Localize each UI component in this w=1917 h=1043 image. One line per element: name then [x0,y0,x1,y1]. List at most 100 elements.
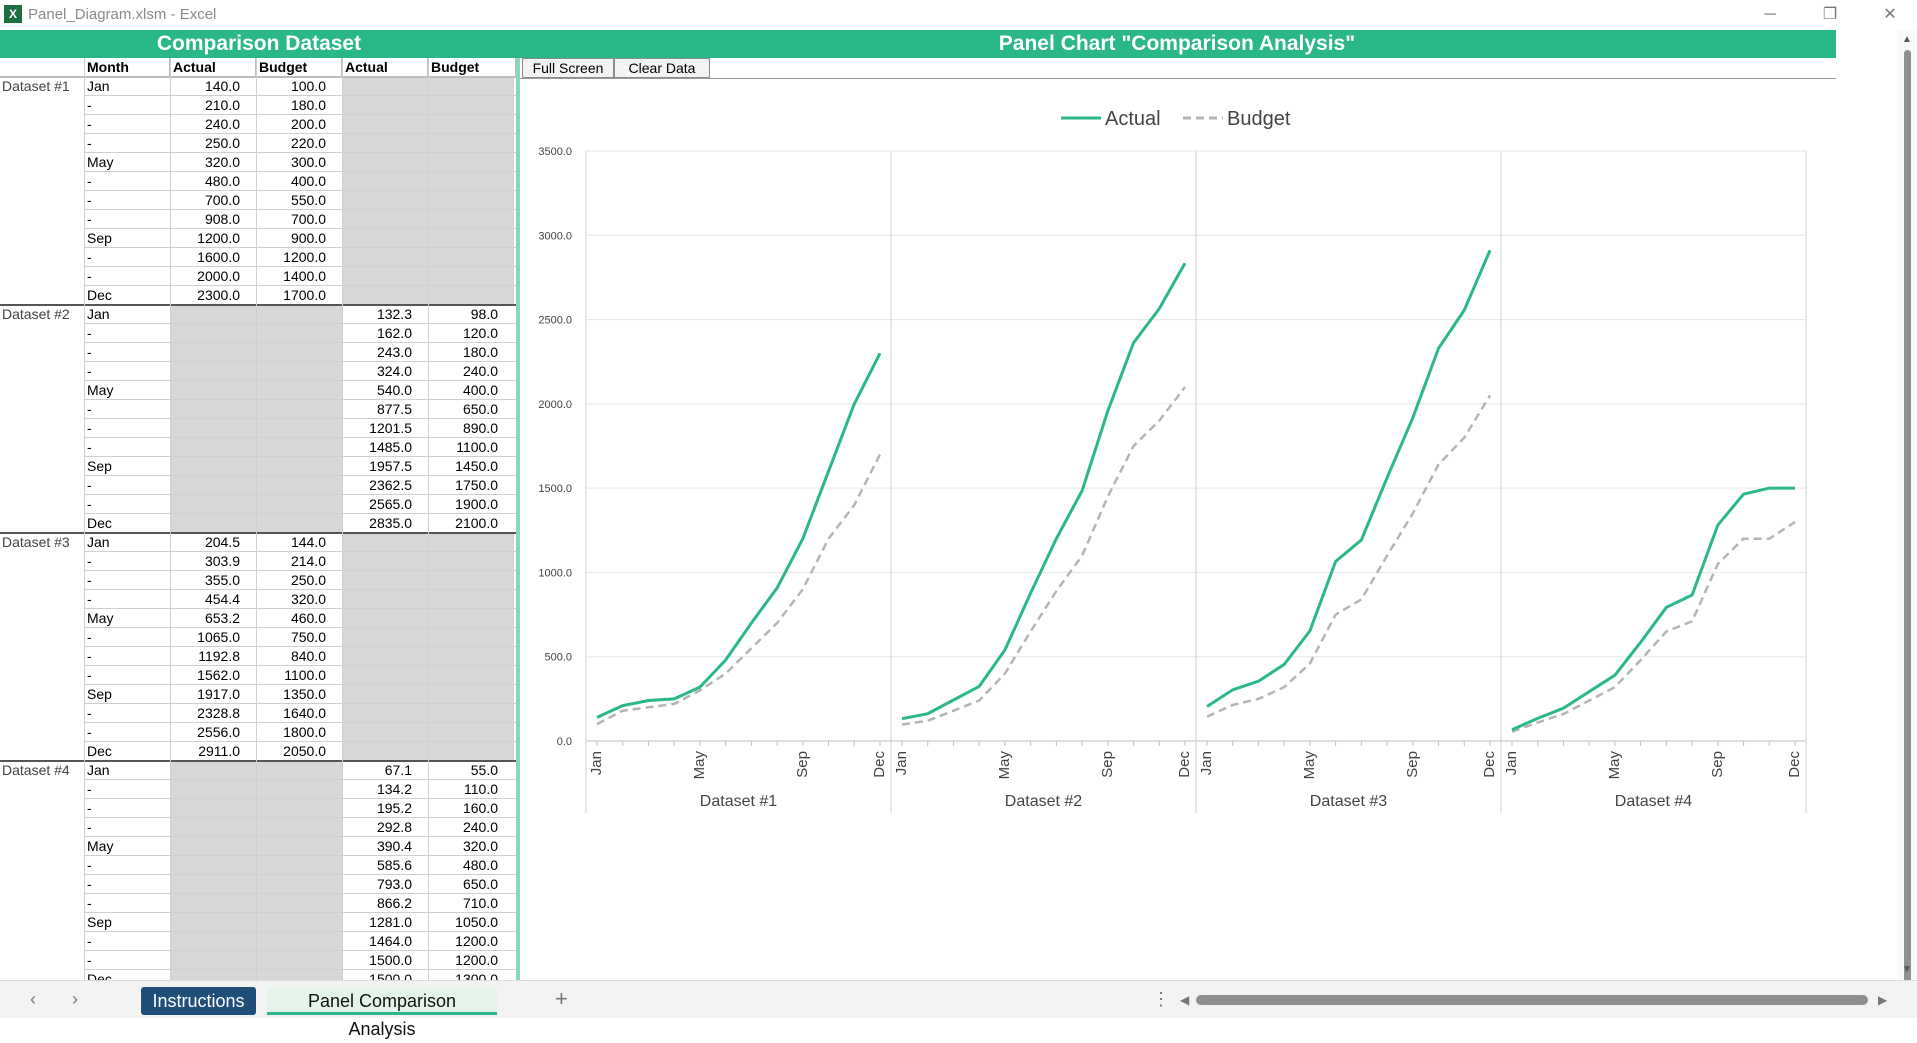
month-cell[interactable]: - [87,800,92,816]
budget-value-cell[interactable]: 1200.0 [455,952,498,968]
budget-value-cell[interactable]: 250.0 [290,572,326,588]
restore-icon[interactable]: ❐ [1822,6,1838,23]
actual-value-cell[interactable]: 1917.0 [197,686,240,702]
minimize-icon[interactable]: ─ [1764,6,1776,23]
actual-value-cell[interactable]: 355.0 [204,572,240,588]
month-cell[interactable]: - [87,724,92,740]
dataset-label[interactable]: Dataset #4 [2,762,70,778]
month-cell[interactable]: - [87,629,92,645]
actual-value-cell[interactable]: 1201.5 [369,420,412,436]
month-cell[interactable]: - [87,211,92,227]
month-cell[interactable]: May [87,838,114,854]
month-cell[interactable]: Dec [87,287,112,303]
month-cell[interactable]: - [87,857,92,873]
budget-value-cell[interactable]: 2100.0 [455,515,498,531]
actual-value-cell[interactable]: 1600.0 [197,249,240,265]
month-cell[interactable]: - [87,344,92,360]
budget-value-cell[interactable]: 550.0 [290,192,326,208]
month-cell[interactable]: - [87,591,92,607]
month-cell[interactable]: Dec [87,971,112,980]
month-cell[interactable]: - [87,952,92,968]
month-cell[interactable]: - [87,192,92,208]
month-cell[interactable]: Sep [87,230,112,246]
budget-value-cell[interactable]: 650.0 [462,401,498,417]
horizontal-scroll-thumb[interactable] [1196,995,1868,1005]
actual-value-cell[interactable]: 653.2 [204,610,240,626]
month-cell[interactable]: - [87,553,92,569]
actual-value-cell[interactable]: 877.5 [376,401,412,417]
budget-value-cell[interactable]: 1100.0 [284,667,326,683]
tab-prev-icon[interactable]: ‹ [30,989,36,1009]
month-cell[interactable]: May [87,382,114,398]
budget-value-cell[interactable]: 1750.0 [455,477,498,493]
scroll-up-icon[interactable]: ▲ [1902,34,1912,45]
month-cell[interactable]: May [87,610,114,626]
month-cell[interactable]: - [87,116,92,132]
budget-value-cell[interactable]: 1350.0 [283,686,326,702]
actual-value-cell[interactable]: 162.0 [376,325,412,341]
actual-value-cell[interactable]: 1281.0 [369,914,412,930]
actual-value-cell[interactable]: 480.0 [204,173,240,189]
month-cell[interactable]: - [87,477,92,493]
actual-value-cell[interactable]: 1192.8 [198,648,240,664]
budget-value-cell[interactable]: 200.0 [290,116,326,132]
month-cell[interactable]: - [87,895,92,911]
dataset-label[interactable]: Dataset #3 [2,534,70,550]
budget-value-cell[interactable]: 100.0 [290,78,326,94]
month-cell[interactable]: Sep [87,686,112,702]
month-cell[interactable]: - [87,97,92,113]
column-header[interactable]: Budget [428,58,516,77]
actual-value-cell[interactable]: 2911.0 [198,743,240,759]
budget-value-cell[interactable]: 320.0 [462,838,498,854]
budget-value-cell[interactable]: 460.0 [290,610,326,626]
budget-value-cell[interactable]: 1640.0 [283,705,326,721]
budget-value-cell[interactable]: 890.0 [462,420,498,436]
budget-value-cell[interactable]: 400.0 [462,382,498,398]
actual-value-cell[interactable]: 1500.0 [369,952,412,968]
budget-value-cell[interactable]: 840.0 [290,648,326,664]
actual-value-cell[interactable]: 793.0 [376,876,412,892]
panel-chart[interactable]: Actual Budget 0.0 500.0 1000.0 1500.0 2000.0 25… [520,80,1836,980]
hscroll-left-icon[interactable]: ◀ [1180,993,1190,1007]
actual-value-cell[interactable]: 2556.0 [197,724,240,740]
month-cell[interactable]: - [87,268,92,284]
month-cell[interactable]: - [87,401,92,417]
scroll-down-icon[interactable]: ▼ [1902,964,1912,975]
month-cell[interactable]: - [87,173,92,189]
month-cell[interactable]: Dec [87,515,112,531]
vertical-scroll-thumb[interactable] [1904,50,1911,982]
budget-value-cell[interactable]: 144.0 [290,534,326,550]
budget-value-cell[interactable]: 55.0 [470,762,498,778]
actual-value-cell[interactable]: 2300.0 [197,287,240,303]
dataset-label[interactable]: Dataset #2 [2,306,70,322]
actual-value-cell[interactable]: 1065.0 [197,629,240,645]
actual-value-cell[interactable]: 324.0 [376,363,412,379]
budget-value-cell[interactable]: 98.0 [470,306,498,322]
budget-value-cell[interactable]: 710.0 [462,895,498,911]
month-cell[interactable]: - [87,933,92,949]
actual-value-cell[interactable]: 210.0 [204,97,240,113]
hscroll-right-icon[interactable]: ▶ [1878,993,1888,1007]
month-cell[interactable]: - [87,876,92,892]
budget-value-cell[interactable]: 214.0 [290,553,326,569]
actual-value-cell[interactable]: 140.0 [204,78,240,94]
month-cell[interactable]: Jan [87,534,110,550]
actual-value-cell[interactable]: 2835.0 [369,515,412,531]
budget-value-cell[interactable]: 650.0 [462,876,498,892]
month-cell[interactable]: Jan [87,78,110,94]
month-cell[interactable]: - [87,781,92,797]
budget-value-cell[interactable]: 750.0 [290,629,326,645]
actual-value-cell[interactable]: 700.0 [204,192,240,208]
budget-value-cell[interactable]: 1200.0 [455,933,498,949]
budget-value-cell[interactable]: 2050.0 [283,743,326,759]
budget-value-cell[interactable]: 300.0 [290,154,326,170]
actual-value-cell[interactable]: 866.2 [376,895,412,911]
tab-panel-comparison-analysis[interactable]: Panel Comparison Analysis [267,987,497,1039]
month-cell[interactable]: - [87,420,92,436]
budget-value-cell[interactable]: 1900.0 [455,496,498,512]
more-options-icon[interactable]: ⋮ [1152,989,1170,1009]
full-screen-button[interactable]: Full Screen [522,58,614,78]
month-cell[interactable]: - [87,648,92,664]
actual-value-cell[interactable]: 303.9 [204,553,240,569]
actual-value-cell[interactable]: 250.0 [204,135,240,151]
